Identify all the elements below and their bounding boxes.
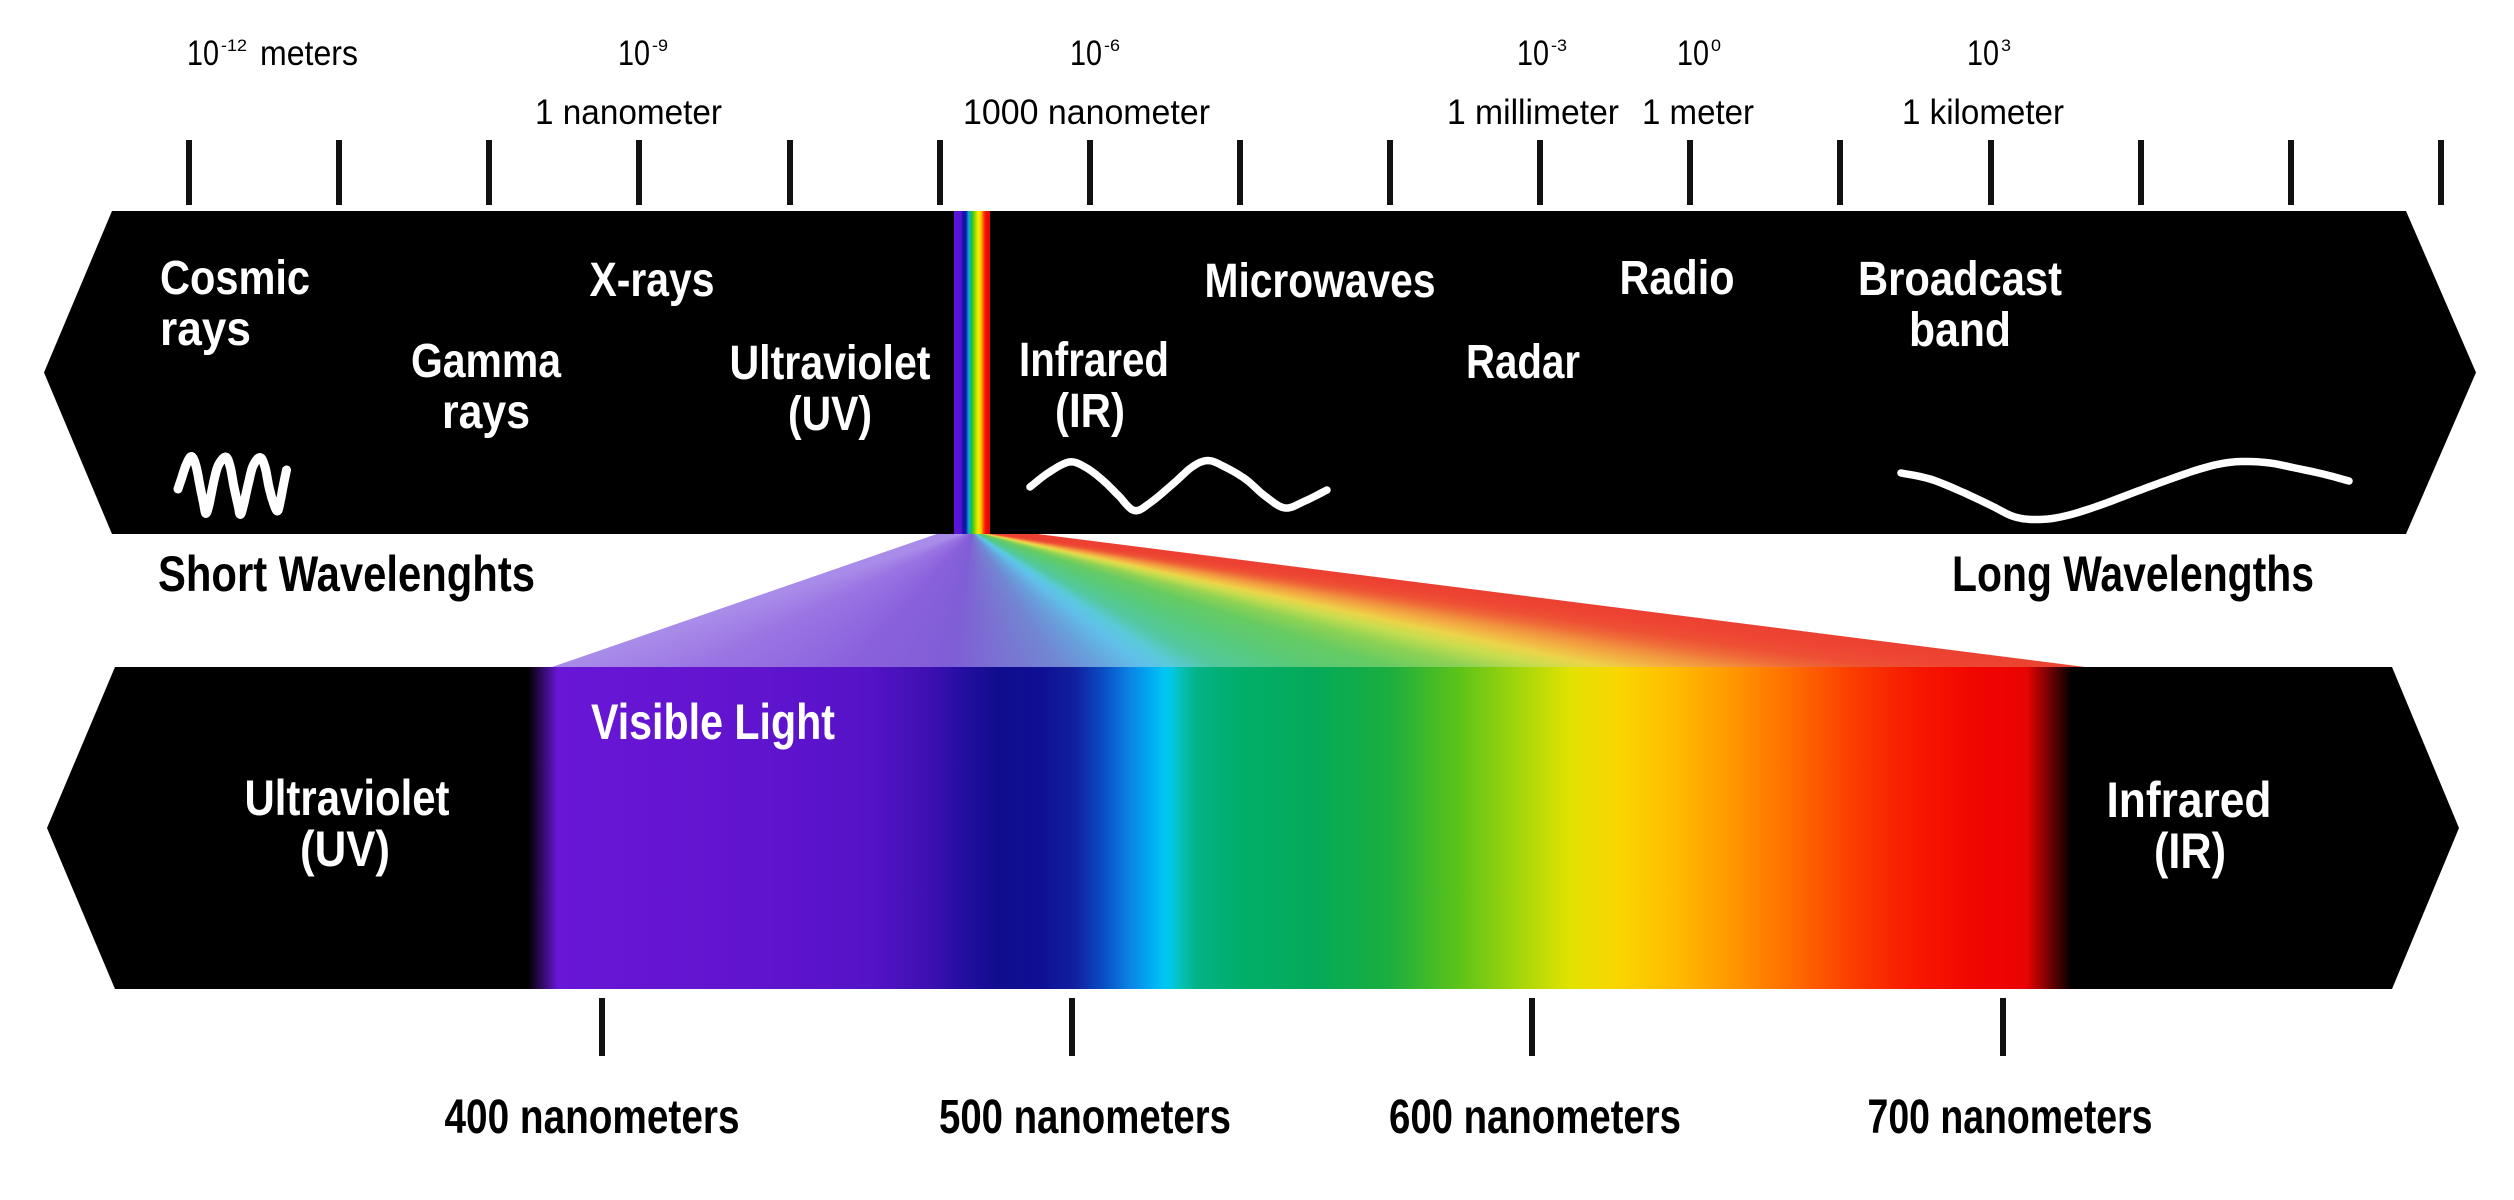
- svg-text:-9: -9: [652, 36, 668, 55]
- svg-text:Visible Light: Visible Light: [591, 694, 835, 750]
- svg-text:Infrared: Infrared: [2107, 772, 2272, 828]
- svg-text:Radio: Radio: [1620, 252, 1735, 305]
- svg-text:10: 10: [187, 34, 219, 73]
- svg-text:3: 3: [2001, 36, 2011, 55]
- svg-text:10: 10: [1677, 34, 1709, 73]
- svg-text:Microwaves: Microwaves: [1205, 255, 1436, 308]
- svg-text:1 meter: 1 meter: [1642, 93, 1754, 132]
- svg-text:10: 10: [1517, 34, 1549, 73]
- svg-text:(UV): (UV): [788, 388, 872, 441]
- svg-text:Cosmic: Cosmic: [160, 252, 310, 305]
- svg-text:-3: -3: [1551, 36, 1567, 55]
- svg-text:10: 10: [1967, 34, 1999, 73]
- svg-text:band: band: [1909, 304, 2011, 357]
- svg-text:10: 10: [618, 34, 650, 73]
- svg-text:600 nanometers: 600 nanometers: [1389, 1091, 1681, 1144]
- svg-text:-12: -12: [221, 36, 247, 55]
- svg-text:Long Wavelengths: Long Wavelengths: [1952, 546, 2314, 602]
- svg-text:(IR): (IR): [2154, 823, 2226, 879]
- svg-text:(IR): (IR): [1055, 385, 1125, 438]
- svg-text:Ultraviolet: Ultraviolet: [245, 770, 450, 826]
- svg-text:400 nanometers: 400 nanometers: [445, 1091, 740, 1144]
- svg-text:1 kilometer: 1 kilometer: [1902, 93, 2064, 132]
- svg-text:(UV): (UV): [300, 821, 390, 877]
- svg-text:0: 0: [1711, 36, 1721, 55]
- svg-text:1000 nanometer: 1000 nanometer: [963, 93, 1210, 132]
- svg-text:10: 10: [1070, 34, 1102, 73]
- svg-text:1 millimeter: 1 millimeter: [1447, 93, 1619, 132]
- svg-text:rays: rays: [160, 303, 251, 356]
- svg-text:Short Wavelenghts: Short Wavelenghts: [158, 546, 535, 602]
- svg-text:Broadcast: Broadcast: [1858, 253, 2062, 306]
- svg-text:Gamma: Gamma: [411, 335, 561, 388]
- svg-text:rays: rays: [442, 386, 530, 439]
- svg-text:meters: meters: [260, 34, 358, 73]
- svg-text:Ultraviolet: Ultraviolet: [730, 337, 931, 390]
- svg-text:500 nanometers: 500 nanometers: [939, 1091, 1231, 1144]
- svg-text:-6: -6: [1104, 36, 1120, 55]
- svg-text:Infrared: Infrared: [1019, 334, 1169, 387]
- svg-text:X-rays: X-rays: [590, 254, 715, 307]
- svg-text:Radar: Radar: [1466, 336, 1580, 389]
- svg-text:700 nanometers: 700 nanometers: [1868, 1091, 2153, 1144]
- svg-text:1 nanometer: 1 nanometer: [535, 93, 722, 132]
